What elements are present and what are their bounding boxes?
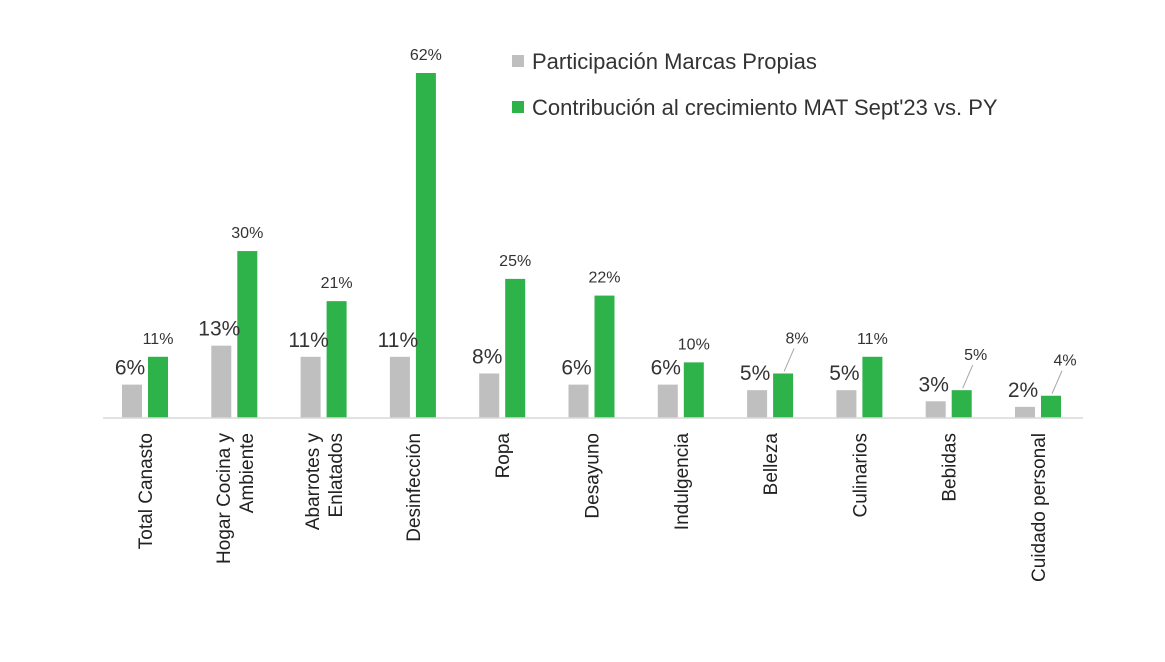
bar-participacion-desinfeccion (389, 356, 410, 418)
bar-participacion-cuidado-personal (1015, 406, 1035, 418)
data-label-contribucion-desayuno: 22% (588, 270, 620, 287)
category-label-line: Abarrotes y (303, 433, 324, 531)
category-label-total-canasto: Total Canasto (136, 433, 157, 549)
data-label-participacion-abarrotes-y-enlatados: 11% (288, 329, 328, 352)
legend-swatch-participacion (512, 55, 524, 67)
data-label-contribucion-bebidas: 5% (964, 347, 987, 364)
category-label-line: Culinarios (850, 433, 871, 517)
category-label-line: Cuidado personal (1029, 433, 1050, 582)
data-label-contribucion-belleza: 8% (786, 330, 809, 347)
data-label-participacion-hogar-cocina-y-ambiente: 13% (198, 318, 240, 341)
bar-contribucion-abarrotes-y-enlatados (326, 301, 347, 418)
legend-swatch-contribucion (512, 101, 524, 113)
category-label-indulgencia: Indulgencia (672, 433, 693, 531)
data-label-participacion-desinfeccion: 11% (378, 329, 418, 352)
category-label-desinfeccion: Desinfección (404, 433, 425, 542)
category-label-belleza: Belleza (761, 433, 782, 496)
category-label-line: Indulgencia (672, 433, 693, 531)
bars-group (122, 73, 1061, 418)
data-label-participacion-belleza: 5% (740, 362, 770, 385)
bar-participacion-total-canasto (122, 384, 142, 418)
category-label-line: Bebidas (940, 433, 961, 502)
bar-participacion-indulgencia (657, 384, 678, 418)
category-label-line: Enlatados (326, 433, 347, 518)
bar-contribucion-ropa (505, 278, 526, 418)
leader-line-belleza (783, 348, 795, 372)
data-label-contribucion-indulgencia: 10% (678, 336, 710, 353)
legend: Participación Marcas Propias Contribució… (512, 49, 998, 120)
legend-label-participacion: Participación Marcas Propias (532, 49, 817, 74)
leader-line-cuidado-personal (1051, 370, 1063, 394)
bar-participacion-hogar-cocina-y-ambiente (211, 345, 232, 418)
category-label-line: Desayuno (583, 433, 604, 519)
category-label-cuidado-personal: Cuidado personal (1029, 433, 1050, 582)
bar-participacion-belleza (747, 390, 768, 418)
data-label-contribucion-desinfeccion: 62% (410, 47, 442, 64)
bar-contribucion-desinfeccion (415, 73, 436, 418)
legend-label-contribucion: Contribución al crecimiento MAT Sept'23 … (532, 95, 998, 120)
category-label-hogar-cocina-y-ambiente: Hogar Cocina y Ambiente (214, 433, 258, 564)
data-label-participacion-indulgencia: 6% (651, 357, 681, 380)
data-label-participacion-cuidado-personal: 2% (1008, 379, 1038, 402)
bar-participacion-abarrotes-y-enlatados (300, 356, 321, 418)
bar-contribucion-culinarios (862, 356, 883, 418)
category-label-ropa: Ropa (493, 433, 514, 479)
bar-participacion-culinarios (836, 390, 857, 418)
bar-participacion-desayuno (568, 384, 589, 418)
data-label-contribucion-abarrotes-y-enlatados: 21% (321, 275, 353, 292)
bar-contribucion-hogar-cocina-y-ambiente (237, 251, 258, 418)
category-label-line: Hogar Cocina y (214, 433, 235, 564)
category-label-line: Ambiente (237, 433, 258, 513)
data-label-contribucion-ropa: 25% (499, 253, 531, 270)
data-label-contribucion-hogar-cocina-y-ambiente: 30% (231, 225, 263, 242)
bar-contribucion-cuidado-personal (1041, 395, 1061, 418)
bar-contribucion-indulgencia (683, 362, 704, 418)
bar-contribucion-belleza (773, 373, 794, 418)
bar-contribucion-desayuno (594, 295, 615, 418)
leader-line-bebidas (962, 364, 974, 389)
bar-participacion-ropa (479, 373, 500, 418)
data-label-participacion-total-canasto: 6% (115, 357, 145, 380)
data-labels-group: 6% 11% 13% 30% 11% 21% 11% 62% 8% 25% 6% 22% 6% 10% 5%… (115, 47, 1077, 402)
data-label-participacion-bebidas: 3% (919, 373, 949, 396)
category-label-desayuno: Desayuno (583, 433, 604, 519)
category-labels-group: Total Canasto Hogar Cocina y Ambiente Abarr… (136, 433, 1050, 582)
bar-participacion-bebidas (925, 401, 946, 418)
category-label-line: Ropa (493, 433, 514, 479)
data-label-participacion-desayuno: 6% (561, 357, 591, 380)
category-label-line: Belleza (761, 433, 782, 496)
bar-contribucion-bebidas (951, 390, 972, 418)
category-label-line: Desinfección (404, 433, 425, 542)
category-label-bebidas: Bebidas (940, 433, 961, 502)
data-label-participacion-ropa: 8% (472, 345, 502, 368)
category-label-abarrotes-y-enlatados: Abarrotes y Enlatados (303, 433, 347, 531)
bar-contribucion-total-canasto (148, 356, 168, 418)
data-label-contribucion-cuidado-personal: 4% (1053, 353, 1076, 370)
data-label-contribucion-culinarios: 11% (857, 331, 888, 348)
category-label-line: Total Canasto (136, 433, 157, 549)
category-label-culinarios: Culinarios (850, 433, 871, 517)
data-label-contribucion-total-canasto: 11% (143, 331, 174, 348)
data-label-participacion-culinarios: 5% (829, 362, 859, 385)
